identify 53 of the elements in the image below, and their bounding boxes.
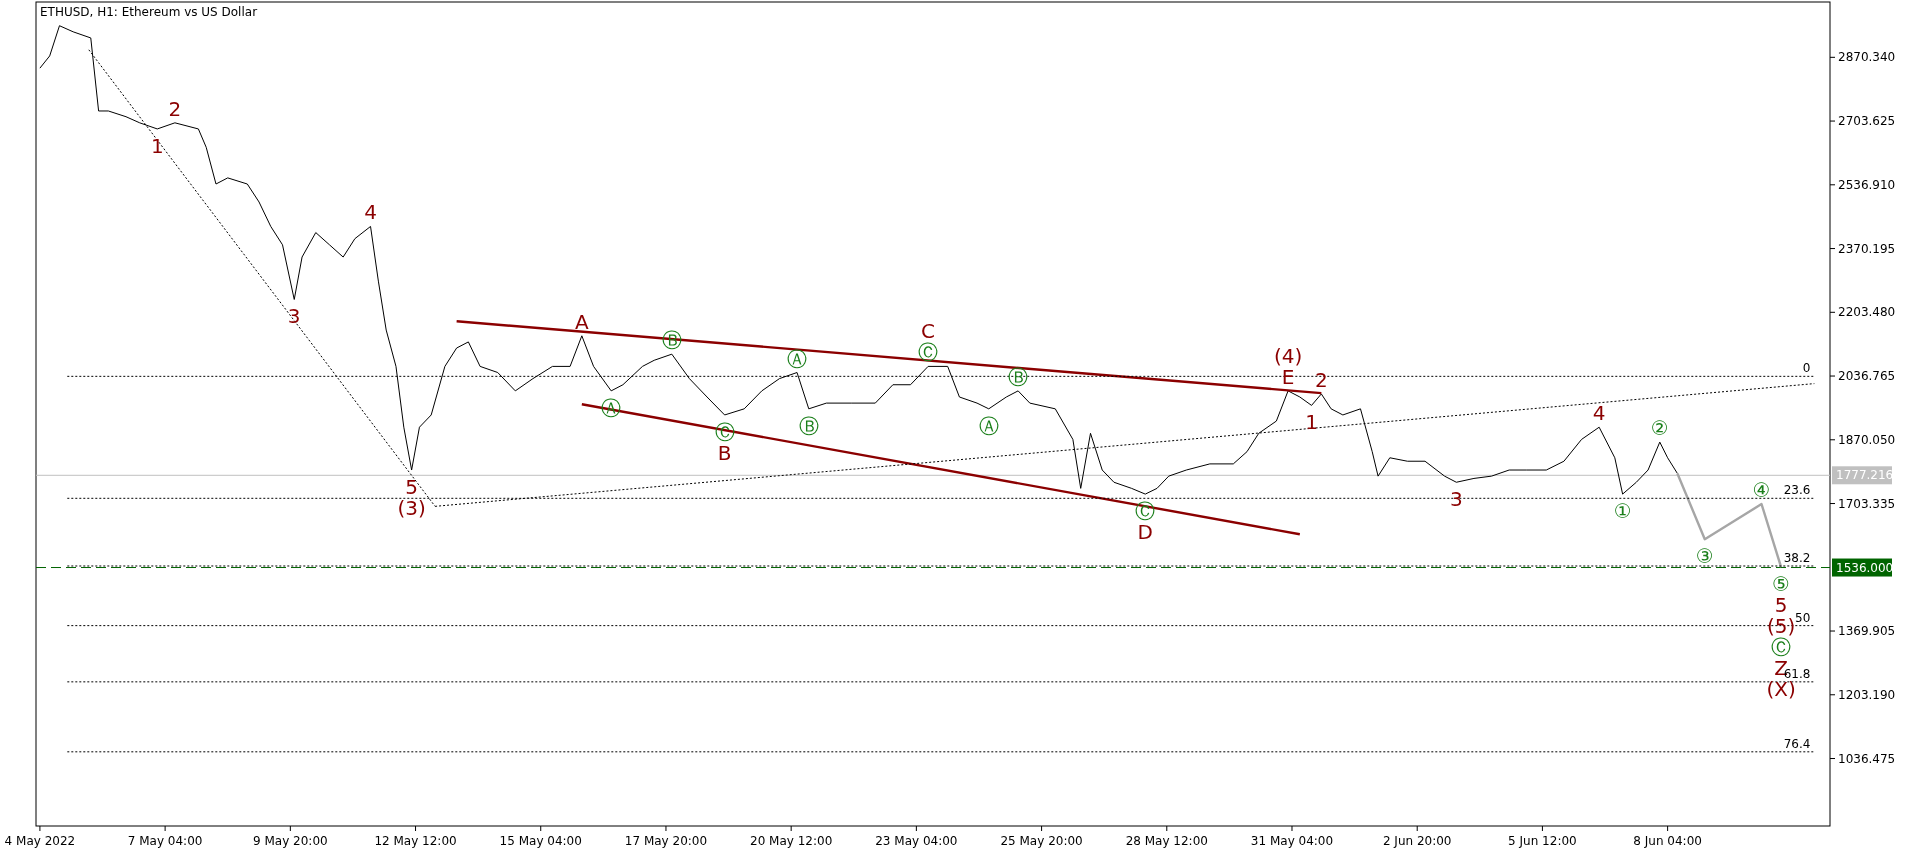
annotation: ④ — [1752, 478, 1771, 503]
annotation: Ⓐ — [978, 413, 999, 438]
annotation: Ⓒ — [918, 340, 939, 365]
x-tick-label: 25 May 20:00 — [1000, 834, 1083, 848]
y-tick-label: 1703.335 — [1838, 496, 1896, 511]
y-tick-label: 1369.905 — [1838, 624, 1896, 639]
x-tick-label: 12 May 12:00 — [374, 834, 457, 848]
y-tick-label: 2203.480 — [1838, 305, 1896, 320]
x-tick-label: 31 May 04:00 — [1250, 834, 1334, 848]
annotation: A — [574, 309, 589, 334]
annotation: (X) — [1766, 677, 1796, 702]
annotation: 4 — [364, 200, 377, 225]
annotation: (4) — [1273, 343, 1303, 368]
y-tick-label: 2536.910 — [1838, 177, 1896, 192]
annotation: Ⓒ — [1771, 635, 1792, 660]
ref-line-label: 1777.216 — [1836, 468, 1894, 483]
annotation: 2 — [168, 96, 182, 121]
chart-title: ETHUSD, H1: Ethereum vs US Dollar — [40, 5, 258, 19]
annotation: Ⓐ — [787, 346, 808, 371]
x-tick-label: 8 Jun 04:00 — [1633, 834, 1702, 848]
x-tick-label: 4 May 2022 — [4, 834, 76, 848]
x-tick-label: 20 May 12:00 — [750, 834, 833, 848]
annotation: 1 — [1305, 410, 1318, 435]
x-tick-label: 7 May 04:00 — [127, 834, 203, 848]
annotation: 4 — [1592, 401, 1606, 426]
annotation: 76.4 — [1783, 736, 1811, 751]
ref-line-label: 1536.000 — [1836, 560, 1894, 575]
x-tick-label: 28 May 12:00 — [1125, 834, 1208, 848]
y-tick-label: 2703.625 — [1838, 114, 1896, 129]
annotation: ② — [1650, 416, 1669, 441]
y-tick-label: 2370.195 — [1838, 241, 1896, 256]
y-tick-label: 1870.050 — [1838, 432, 1896, 447]
x-tick-label: 17 May 20:00 — [624, 834, 708, 848]
annotation: Ⓑ — [798, 413, 819, 438]
annotation: Ⓑ — [1008, 364, 1029, 389]
annotation: ① — [1613, 499, 1632, 524]
x-tick-label: 9 May 20:00 — [253, 834, 328, 848]
y-tick-label: 2870.340 — [1838, 50, 1896, 65]
y-tick-label: 1036.475 — [1838, 751, 1896, 766]
annotation: 2 — [1314, 367, 1328, 392]
x-tick-label: 15 May 04:00 — [499, 834, 582, 848]
x-tick-label: 2 Jun 20:00 — [1382, 834, 1452, 848]
annotation: 50 — [1795, 610, 1811, 625]
x-tick-label: 5 Jun 12:00 — [1508, 834, 1577, 848]
x-tick-label: 23 May 04:00 — [875, 834, 958, 848]
annotation: 38.2 — [1783, 550, 1811, 565]
annotation: ③ — [1695, 544, 1714, 569]
annotation: 1 — [150, 133, 164, 158]
y-tick-label: 1203.190 — [1838, 687, 1896, 702]
y-tick-label: 2036.765 — [1838, 369, 1896, 384]
annotation: 0 — [1802, 361, 1811, 376]
annotation: 3 — [287, 304, 301, 329]
annotation: 23.6 — [1783, 483, 1811, 498]
